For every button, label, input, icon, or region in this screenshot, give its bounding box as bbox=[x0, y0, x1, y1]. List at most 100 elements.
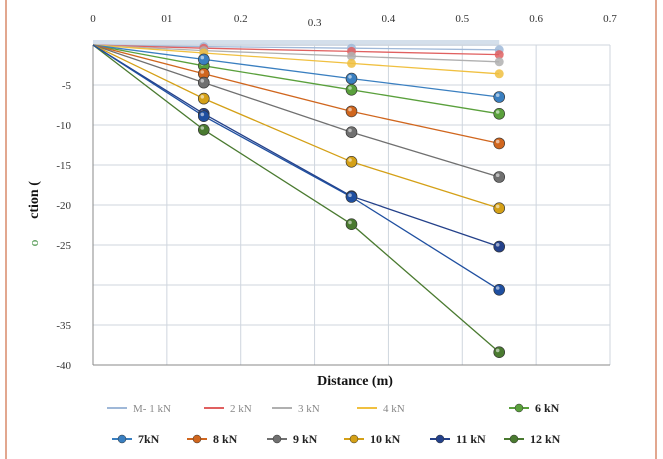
x-axis-title: Distance (m) bbox=[317, 374, 393, 389]
series-point-highlight bbox=[348, 107, 352, 112]
series-point-highlight bbox=[348, 128, 352, 133]
series-point-highlight bbox=[200, 112, 205, 117]
series-point-highlight bbox=[348, 86, 352, 90]
legend-swatch-marker bbox=[509, 434, 519, 444]
legend-label: M- 1 kN bbox=[133, 403, 171, 415]
y-axis-title-glyph: o bbox=[26, 240, 41, 247]
series-point bbox=[494, 69, 504, 79]
series-point bbox=[345, 84, 358, 96]
series-line bbox=[92, 44, 500, 75]
series-point bbox=[347, 51, 356, 61]
legend-swatch-marker bbox=[514, 403, 524, 413]
series-point bbox=[493, 240, 506, 253]
series-line bbox=[92, 44, 500, 51]
legend-label: 2 kN bbox=[230, 403, 252, 415]
legend-swatch-marker bbox=[349, 434, 359, 444]
y-tick-label: -15 bbox=[56, 160, 71, 172]
x-tick-label: 0.7 bbox=[603, 13, 617, 25]
series-point bbox=[493, 283, 506, 296]
zero-band bbox=[93, 40, 500, 46]
y-tick-label: -35 bbox=[56, 320, 71, 332]
series-point bbox=[345, 72, 358, 85]
series-point-highlight bbox=[200, 79, 205, 83]
series-point bbox=[197, 124, 210, 136]
x-tick-label: 0.4 bbox=[382, 13, 396, 25]
series-line bbox=[92, 44, 500, 56]
series-point bbox=[493, 346, 506, 359]
legend: M- 1 kN 2 kN 3 kN 4 kN 6 kN 7kN 8 kN 9 kN 10 kN 1… bbox=[107, 401, 561, 446]
frame-border bbox=[5, 0, 657, 459]
series-point-highlight bbox=[495, 204, 500, 209]
x-tick-label: 0.3 bbox=[308, 17, 322, 29]
series-point-highlight bbox=[200, 55, 205, 60]
series-line bbox=[92, 44, 500, 63]
series-point bbox=[197, 53, 210, 66]
series-point bbox=[197, 76, 210, 89]
series-point bbox=[345, 126, 358, 138]
y-tick-label: -20 bbox=[56, 200, 71, 212]
series-point-highlight bbox=[348, 158, 352, 162]
legend-label: 12 kN bbox=[530, 432, 561, 446]
series-point bbox=[197, 110, 210, 122]
series-point-highlight bbox=[348, 75, 352, 79]
legend-label: 10 kN bbox=[370, 432, 401, 446]
axes bbox=[92, 45, 610, 366]
y-tick-label: -25 bbox=[56, 240, 71, 252]
series-point-highlight bbox=[495, 286, 500, 290]
series-line bbox=[92, 44, 500, 353]
series-lines bbox=[92, 44, 500, 353]
legend-swatch-marker bbox=[272, 434, 282, 444]
series-line bbox=[92, 44, 500, 98]
legend-label: 4 kN bbox=[383, 403, 405, 415]
legend-swatch-marker bbox=[435, 434, 445, 444]
series-point-highlight bbox=[495, 110, 500, 114]
series-point bbox=[493, 137, 506, 150]
legend-label: 8 kN bbox=[213, 432, 238, 446]
series-point bbox=[493, 108, 506, 120]
series-line bbox=[92, 44, 500, 145]
x-tick-label: 0 bbox=[90, 13, 96, 25]
series-point-highlight bbox=[200, 70, 205, 74]
top-band bbox=[93, 40, 500, 46]
series-line bbox=[92, 44, 500, 248]
y-tick-label: -40 bbox=[56, 360, 71, 372]
series-point-highlight bbox=[348, 193, 352, 197]
legend-label: 11 kN bbox=[456, 432, 486, 446]
series-line bbox=[92, 44, 500, 178]
legend-label: 3 kN bbox=[298, 403, 320, 415]
legend-label: 9 kN bbox=[293, 432, 318, 446]
series-point bbox=[493, 91, 506, 103]
series-point-highlight bbox=[495, 93, 500, 97]
y-tick-label: -10 bbox=[56, 120, 71, 132]
legend-swatch-marker bbox=[192, 434, 202, 444]
series-point bbox=[494, 50, 504, 60]
series-point bbox=[197, 92, 210, 105]
series-point-highlight bbox=[495, 173, 500, 177]
legend-label: 7kN bbox=[138, 432, 160, 446]
series-point bbox=[494, 57, 504, 67]
legend-swatch-marker bbox=[117, 434, 127, 444]
x-tick-label: 01 bbox=[161, 13, 172, 25]
series-point-highlight bbox=[200, 126, 205, 130]
x-tick-labels: 0 01 0.2 0.3 0.4 0.5 0.6 0.7 bbox=[90, 13, 617, 29]
series-line bbox=[92, 44, 500, 291]
series-point-highlight bbox=[495, 243, 500, 247]
series-line bbox=[92, 44, 500, 115]
x-tick-label: 0.2 bbox=[234, 13, 248, 25]
legend-label: 6 kN bbox=[535, 401, 560, 415]
series-point-highlight bbox=[495, 139, 500, 144]
series-point-highlight bbox=[348, 220, 352, 225]
y-axis-title: ction ( bbox=[27, 181, 42, 219]
series-point bbox=[345, 105, 358, 118]
x-tick-label: 0.6 bbox=[529, 13, 543, 25]
series-markers bbox=[197, 42, 506, 359]
y-tick-label: -5 bbox=[62, 80, 72, 92]
y-tick-labels: -5 -10 -15 -20 -25 -35 -40 bbox=[56, 80, 71, 372]
x-tick-label: 0.5 bbox=[455, 13, 469, 25]
series-point bbox=[347, 58, 356, 68]
series-point bbox=[345, 218, 358, 230]
series-point bbox=[345, 191, 358, 203]
series-line bbox=[92, 44, 500, 209]
